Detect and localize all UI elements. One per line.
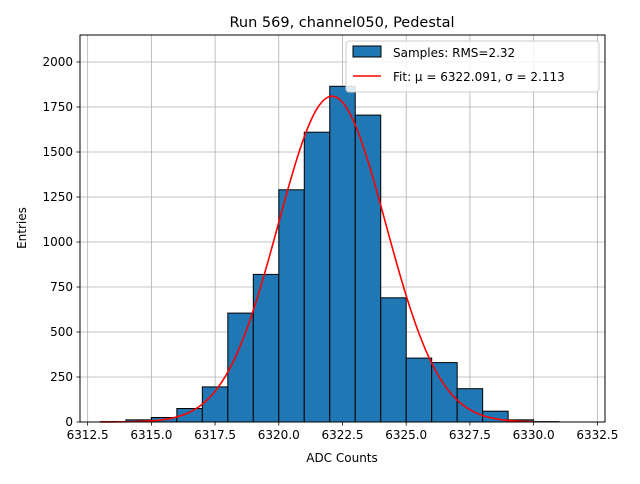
x-tick-label: 6327.5	[449, 428, 491, 442]
y-tick-label: 1750	[42, 100, 73, 114]
histogram-bar	[381, 298, 406, 422]
y-axis-label: Entries	[15, 207, 29, 249]
x-tick-label: 6332.5	[576, 428, 618, 442]
y-tick-label: 250	[50, 370, 73, 384]
legend: Samples: RMS=2.32 Fit: μ = 6322.091, σ =…	[346, 41, 599, 92]
legend-histogram-label: Samples: RMS=2.32	[393, 46, 515, 60]
y-tick-label: 1500	[42, 145, 73, 159]
y-tick-label: 500	[50, 325, 73, 339]
y-tick-label: 2000	[42, 55, 73, 69]
x-axis-label: ADC Counts	[306, 451, 378, 465]
y-tick-label: 1000	[42, 235, 73, 249]
y-tick-label: 750	[50, 280, 73, 294]
x-tick-label: 6322.5	[322, 428, 364, 442]
histogram-bar	[279, 190, 304, 422]
legend-fit-label: Fit: μ = 6322.091, σ = 2.113	[393, 70, 565, 84]
histogram-bar	[228, 313, 253, 422]
legend-histogram-swatch	[353, 46, 381, 57]
x-tick-label: 6320.0	[258, 428, 300, 442]
histogram-bar	[304, 132, 329, 422]
histogram-bar	[330, 86, 355, 422]
chart-title: Run 569, channel050, Pedestal	[229, 15, 454, 31]
x-tick-label: 6325.0	[385, 428, 427, 442]
x-tick-label: 6330.0	[513, 428, 555, 442]
histogram-bar	[406, 358, 431, 422]
x-tick-label: 6317.5	[194, 428, 236, 442]
y-tick-label: 0	[65, 415, 73, 429]
x-tick-label: 6315.0	[130, 428, 172, 442]
y-tick-label: 1250	[42, 190, 73, 204]
histogram-bar	[457, 389, 482, 422]
x-tick-label: 6312.5	[67, 428, 109, 442]
